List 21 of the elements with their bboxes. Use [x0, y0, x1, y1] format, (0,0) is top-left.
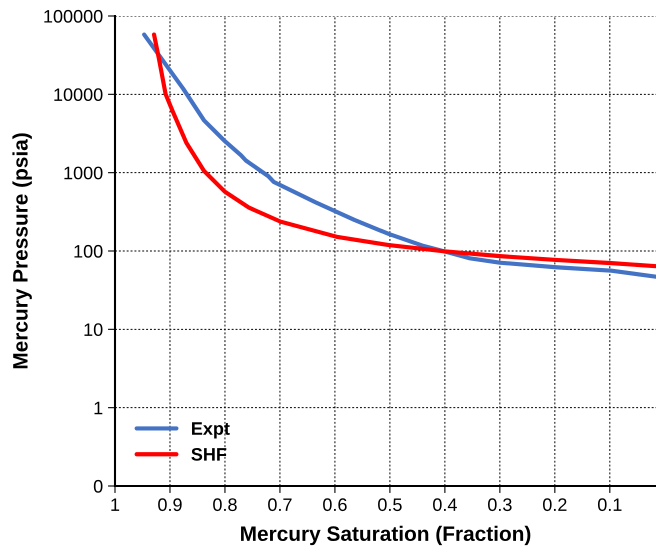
- legend-label: Expt: [192, 422, 230, 438]
- y-tick-label: 10: [84, 323, 102, 336]
- x-tick-label: 0.1: [598, 498, 622, 512]
- x-tick-label: 0.4: [433, 498, 457, 512]
- y-tick-label: 0: [94, 480, 102, 493]
- x-tick-label: 0.2: [542, 498, 566, 512]
- y-tick-label: 100000: [44, 10, 102, 23]
- y-axis-title: Mercury Pressure (psia): [12, 133, 32, 368]
- x-axis-title: Mercury Saturation (Fraction): [241, 526, 530, 546]
- x-tick-label: 0.7: [268, 498, 292, 512]
- y-tick-label: 10000: [54, 88, 102, 102]
- y-tick-label: 1: [94, 402, 102, 414]
- x-tick-label: 0.8: [213, 498, 237, 512]
- x-tick-label: 0.6: [323, 498, 347, 512]
- x-tick-label: 0.9: [158, 498, 182, 512]
- y-tick-label: 100: [74, 244, 102, 258]
- x-tick-label: 0.5: [378, 498, 402, 512]
- x-tick-label: 1: [111, 498, 120, 511]
- y-tick-label: 1000: [64, 166, 102, 180]
- x-tick-label: 0.3: [488, 498, 512, 512]
- legend-label: SHF: [191, 448, 226, 461]
